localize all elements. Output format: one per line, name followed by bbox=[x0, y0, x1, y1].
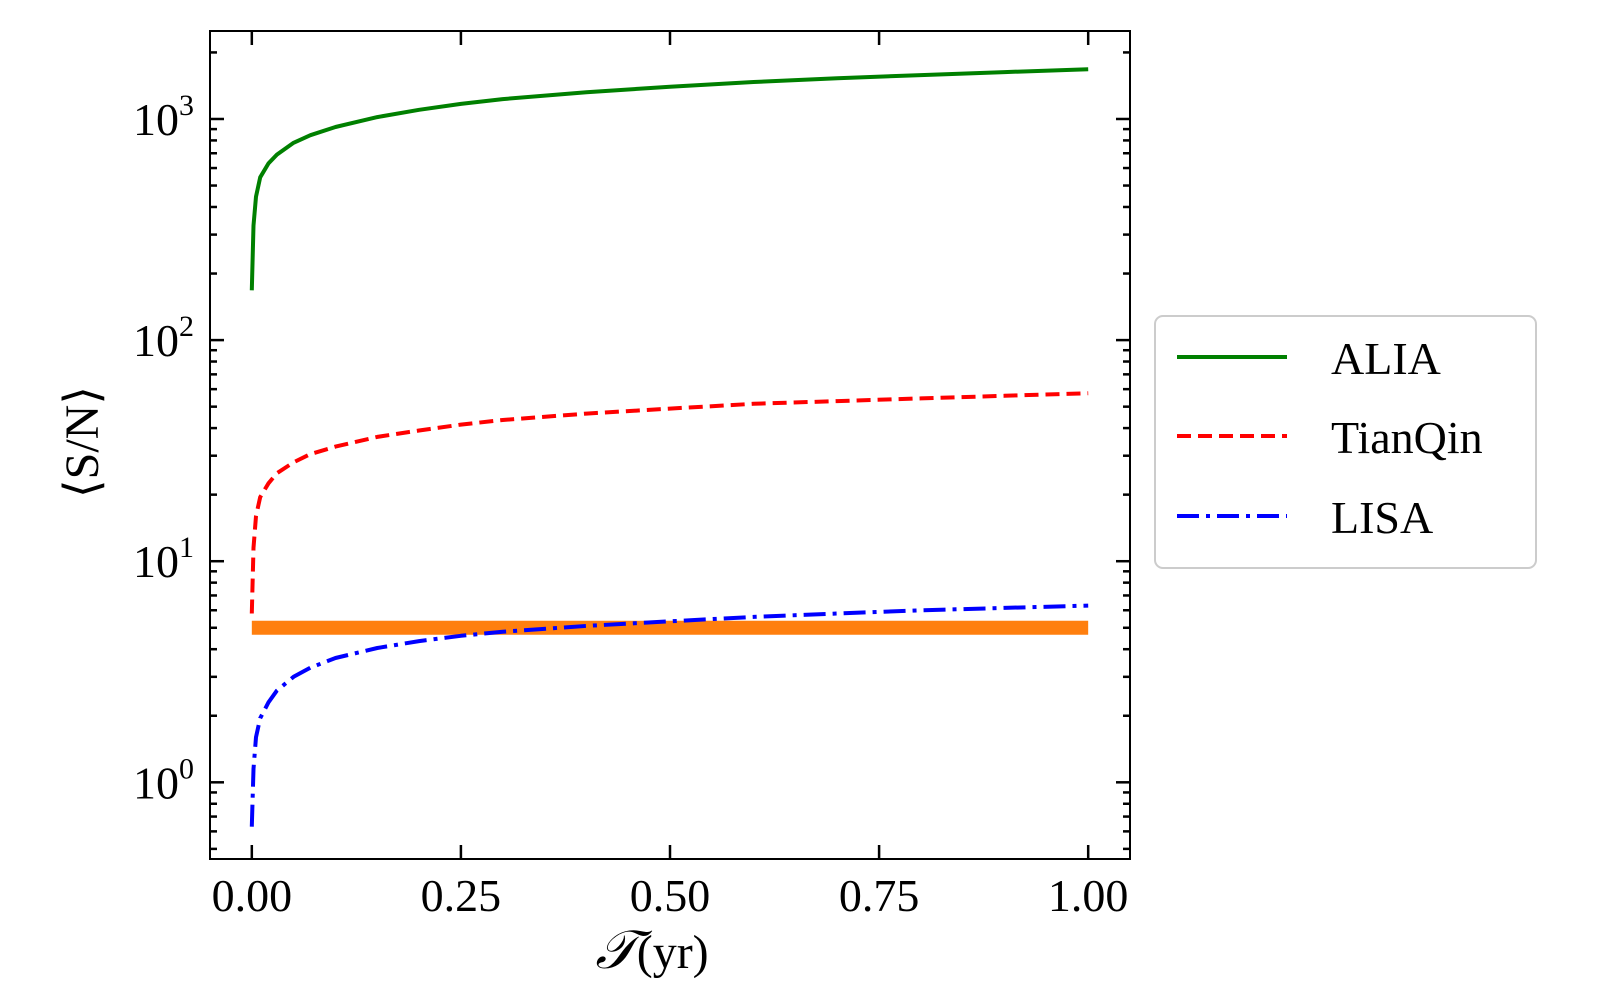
x-tick-label: 0.25 bbox=[421, 870, 502, 921]
legend-frame bbox=[1154, 315, 1537, 569]
x-axis: 0.00 0.25 0.50 0.75 1.00 bbox=[212, 31, 1129, 921]
y-tick-label: 102 bbox=[133, 310, 194, 366]
x-tick-label: 0.75 bbox=[839, 870, 920, 921]
y-tick-label: 103 bbox=[133, 89, 194, 145]
x-tick-label: 0.50 bbox=[630, 870, 711, 921]
x-tick-label: 1.00 bbox=[1048, 870, 1129, 921]
legend-label-lisa: LISA bbox=[1331, 492, 1433, 543]
series-line-lisa bbox=[249, 603, 1089, 827]
x-axis-label: 𝒯(yr) bbox=[595, 920, 708, 980]
legend-label-tianqin: TianQin bbox=[1331, 412, 1483, 463]
series-line-alia bbox=[249, 67, 1089, 291]
y-tick-label: 100 bbox=[133, 752, 194, 808]
x-tick-label: 0.00 bbox=[212, 870, 293, 921]
plot-area bbox=[209, 30, 1131, 860]
legend-label-alia: ALIA bbox=[1331, 333, 1441, 384]
y-tick-label: 101 bbox=[133, 531, 194, 587]
y-axis: 100 101 102 103 bbox=[133, 51, 1130, 851]
y-axis-label: ⟨S/N⟩ bbox=[56, 386, 109, 498]
legend: ALIA TianQin LISA bbox=[1154, 315, 1537, 569]
series-line-tianqin bbox=[249, 391, 1089, 614]
